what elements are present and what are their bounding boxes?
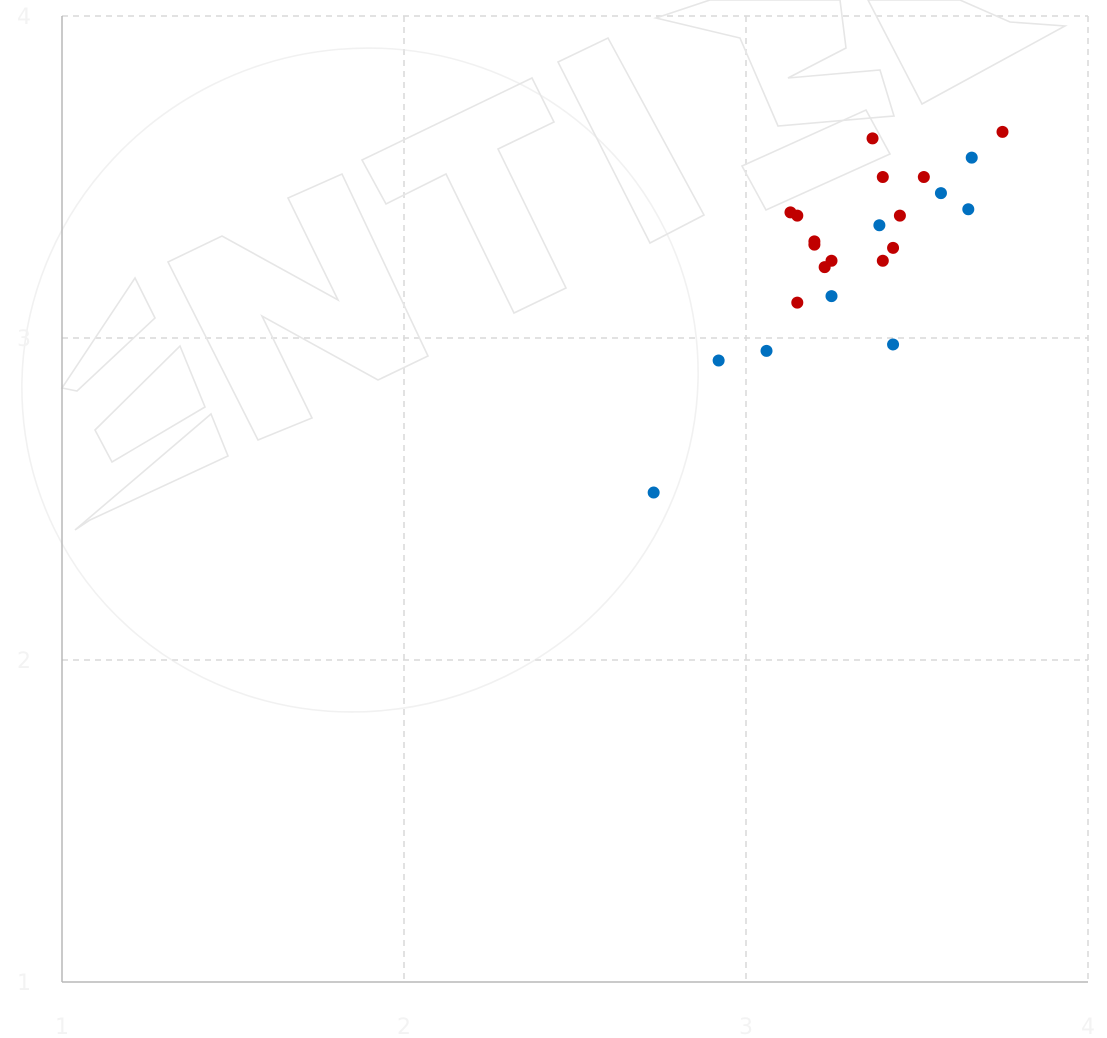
data-point-series-2-3 xyxy=(962,203,975,216)
data-points xyxy=(647,125,1009,499)
data-point-series-1-12 xyxy=(876,254,889,267)
data-point-series-1-3 xyxy=(876,171,889,183)
data-point-series-1-4 xyxy=(917,171,930,183)
data-point-series-2-4 xyxy=(873,219,886,232)
watermark-logo xyxy=(21,0,1068,713)
data-point-series-1-14 xyxy=(791,296,804,309)
data-point-series-1-10 xyxy=(887,241,900,254)
data-point-series-1-6 xyxy=(791,209,804,222)
y-tick-label: 1 xyxy=(17,971,31,996)
gridlines xyxy=(62,15,1089,982)
x-tick-label: 3 xyxy=(739,1015,753,1038)
data-point-series-1-1 xyxy=(866,132,879,145)
axes xyxy=(61,16,1088,983)
data-point-series-2-8 xyxy=(712,354,725,367)
data-point-series-1-2 xyxy=(996,125,1009,138)
data-point-series-2-2 xyxy=(934,187,947,200)
x-tick-label: 2 xyxy=(397,1015,411,1038)
y-tick-label: 3 xyxy=(17,327,31,352)
tick-labels: 1 2 3 4 1 2 3 4 xyxy=(17,5,1095,1038)
x-tick-label: 4 xyxy=(1081,1015,1095,1038)
x-tick-label: 1 xyxy=(55,1015,69,1038)
data-point-series-1-13 xyxy=(818,261,831,274)
y-tick-label: 2 xyxy=(17,649,31,674)
y-tick-label: 4 xyxy=(17,5,31,30)
data-point-series-2-5 xyxy=(825,290,838,303)
data-point-series-1-9 xyxy=(808,238,821,251)
data-point-series-2-6 xyxy=(887,338,900,351)
data-point-series-1-7 xyxy=(893,209,906,222)
data-point-series-2-9 xyxy=(647,486,660,499)
data-point-series-2-7 xyxy=(760,344,773,357)
data-point-series-2-1 xyxy=(965,151,978,164)
